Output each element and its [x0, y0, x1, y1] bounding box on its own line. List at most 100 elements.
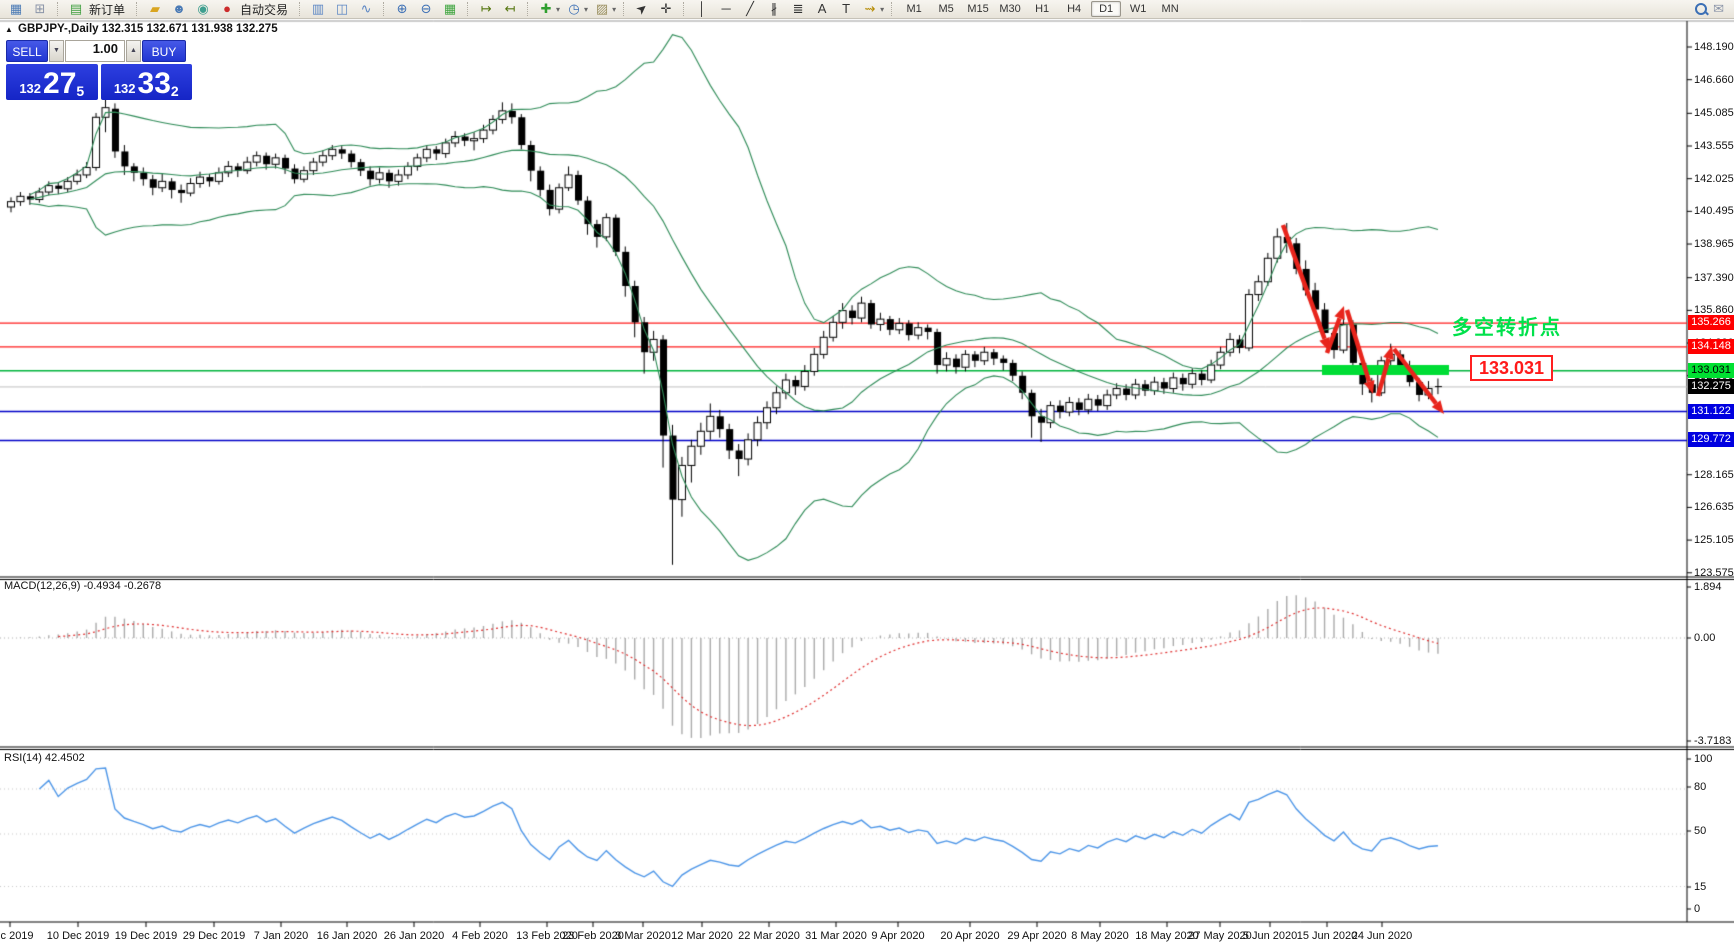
- line-chart-icon[interactable]: ∿: [360, 1, 372, 16]
- new-order-icon-label[interactable]: 新订单: [89, 2, 126, 17]
- date-label: 18 May 2020: [1135, 930, 1199, 942]
- new-order-icon[interactable]: ▤: [69, 1, 83, 16]
- price-tick-label: 145.085: [1694, 107, 1734, 120]
- signals-icon[interactable]: ◉: [197, 1, 209, 16]
- timeframe-d1[interactable]: D1: [1091, 1, 1122, 17]
- timeframe-w1[interactable]: W1: [1129, 3, 1147, 15]
- date-label: 27 May 2020: [1188, 930, 1252, 942]
- rsi-tick-label: 80: [1694, 781, 1707, 793]
- buy-price-prefix: 132: [113, 81, 136, 96]
- buy-button[interactable]: BUY: [142, 40, 186, 62]
- date-label: 19 Dec 2019: [114, 930, 178, 942]
- new-chart-icon[interactable]: ▦: [9, 1, 23, 16]
- price-badge: 131.122: [1688, 403, 1734, 419]
- indicators-icon[interactable]: ✚: [540, 1, 552, 16]
- sell-price-display[interactable]: 132 27 5: [6, 64, 98, 100]
- toolbar-separator: [683, 2, 685, 16]
- price-tick-label: 140.495: [1694, 205, 1734, 218]
- price-tick-label: 143.555: [1694, 140, 1734, 152]
- timeframe-m15[interactable]: M15: [967, 3, 989, 15]
- toolbar-separator: [467, 2, 469, 16]
- chart-shift-icon[interactable]: ↤: [504, 1, 516, 16]
- text-icon[interactable]: A: [817, 1, 827, 16]
- search-icon[interactable]: [1695, 3, 1710, 16]
- toolbar-separator: [136, 2, 138, 16]
- date-label: 4 Feb 2020: [452, 930, 508, 942]
- chart-header: GBPJPY-,Daily 132.315 132.671 131.938 13…: [18, 23, 278, 35]
- bar-chart-icon[interactable]: ▥: [311, 1, 325, 16]
- timeframe-m30[interactable]: M30: [999, 3, 1021, 15]
- date-label: 23 Feb 2020: [562, 930, 624, 942]
- sell-price-sup: 5: [76, 83, 85, 99]
- profiles-icon[interactable]: ⊞: [34, 1, 46, 16]
- toolbar-groups: ▦ ⊞ ▤ 新订单 ▰ ☻ ◉ ● 自动交易 ▥ ◫ ∿ ⊕ ⊖ ▦ ↦ ↤ ✚ ▾ ◷ ▾ ▨ ▾ ➤ ✛ │ ─ ╱ ∦ ≣ A T ⇝ ▾: [4, 0, 886, 18]
- templates-icon[interactable]: ▨: [595, 1, 609, 16]
- price-tick-label: 128.165: [1694, 468, 1734, 481]
- rsi-tick-label: 100: [1694, 753, 1713, 765]
- candlestick-chart-icon[interactable]: ◫: [335, 1, 349, 16]
- buy-price-display[interactable]: 132 33 2: [100, 64, 192, 100]
- volume-increase-button[interactable]: ▲: [126, 40, 141, 62]
- volume-decrease-button[interactable]: ▼: [49, 40, 64, 62]
- date-label: 7 Jan 2020: [253, 930, 309, 942]
- chat-icon[interactable]: ✉: [1713, 1, 1724, 16]
- one-click-trading-panel: SELL ▼ 1.00 ▲ BUY 132 27 5 132 33 2: [6, 40, 192, 100]
- periods-icon[interactable]: ◷: [568, 1, 580, 16]
- indicators-icon-dropdown[interactable]: ▾: [556, 4, 561, 14]
- sell-price-big: 27: [43, 67, 77, 100]
- toolbar-separator: [299, 2, 301, 16]
- price-badge: 135.266: [1688, 315, 1734, 331]
- macd-tick-label: 1.894: [1694, 581, 1722, 593]
- fibonacci-icon[interactable]: ≣: [792, 1, 804, 16]
- toolbar-right: ✉: [1695, 1, 1730, 17]
- date-label: 10 Dec 2019: [46, 930, 110, 942]
- rsi-label: RSI(14) 42.4502: [4, 752, 85, 764]
- price-tick-label: 148.190: [1694, 41, 1734, 53]
- trendline-icon[interactable]: ╱: [746, 1, 754, 16]
- timeframe-h4[interactable]: H4: [1067, 3, 1082, 15]
- volume-input[interactable]: 1.00: [65, 40, 125, 62]
- date-label: 24 Jun 2020: [1351, 930, 1413, 942]
- toolbar-separator: [57, 2, 59, 16]
- horizontal-line-icon[interactable]: ─: [721, 1, 731, 16]
- autotrading-icon[interactable]: ●: [223, 1, 231, 16]
- periods-icon-dropdown[interactable]: ▾: [584, 4, 589, 14]
- zoom-in-icon[interactable]: ⊕: [396, 1, 408, 16]
- buy-price-big: 33: [137, 67, 171, 100]
- date-label: 29 Apr 2020: [1007, 930, 1067, 942]
- date-label: 29 Dec 2019: [182, 930, 246, 942]
- timeframe-m5[interactable]: M5: [938, 3, 954, 15]
- buy-price-sup: 2: [170, 83, 179, 99]
- date-label: 20 Apr 2020: [940, 930, 1000, 942]
- gold-icon[interactable]: ▰: [150, 1, 161, 16]
- price-tick-label: 137.390: [1694, 271, 1734, 284]
- date-label: 16 Jan 2020: [316, 930, 378, 942]
- date-label: 31 Mar 2020: [805, 930, 867, 942]
- collapse-panel-arrow[interactable]: ▲: [5, 25, 13, 34]
- zoom-out-icon[interactable]: ⊖: [420, 1, 432, 16]
- rsi-tick-label: 50: [1694, 825, 1707, 837]
- crosshair-icon[interactable]: ✛: [660, 1, 672, 16]
- turning-point-annotation: 多空转折点: [1452, 317, 1562, 339]
- toolbar: ▦ ⊞ ▤ 新订单 ▰ ☻ ◉ ● 自动交易 ▥ ◫ ∿ ⊕ ⊖ ▦ ↦ ↤ ✚ ▾ ◷ ▾ ▨ ▾ ➤ ✛ │ ─ ╱ ∦ ≣ A T ⇝ ▾ …: [0, 0, 1734, 19]
- toolbar-separator: [383, 2, 385, 16]
- channel-icon[interactable]: ∦: [770, 1, 778, 16]
- text-label-icon[interactable]: T: [842, 1, 851, 16]
- support-icon[interactable]: ☻: [172, 1, 186, 16]
- timeframe-m1[interactable]: M1: [906, 3, 922, 15]
- sell-button[interactable]: SELL: [6, 40, 48, 62]
- price-badge: 133.031: [1688, 362, 1734, 378]
- timeframe-h1[interactable]: H1: [1035, 3, 1050, 15]
- vertical-line-icon[interactable]: │: [698, 1, 707, 16]
- arrows-icon[interactable]: ⇝: [864, 1, 876, 16]
- toolbar-separator: [527, 2, 529, 16]
- timeframe-mn[interactable]: MN: [1161, 3, 1179, 15]
- auto-scroll-icon[interactable]: ↦: [480, 1, 492, 16]
- arrows-icon-dropdown[interactable]: ▾: [880, 4, 885, 14]
- tile-windows-icon[interactable]: ▦: [443, 1, 457, 16]
- templates-icon-dropdown[interactable]: ▾: [612, 4, 617, 14]
- date-label: 26 Jan 2020: [383, 930, 445, 942]
- autotrading-icon-label[interactable]: 自动交易: [240, 2, 289, 17]
- rsi-tick-label: 0: [1694, 903, 1701, 915]
